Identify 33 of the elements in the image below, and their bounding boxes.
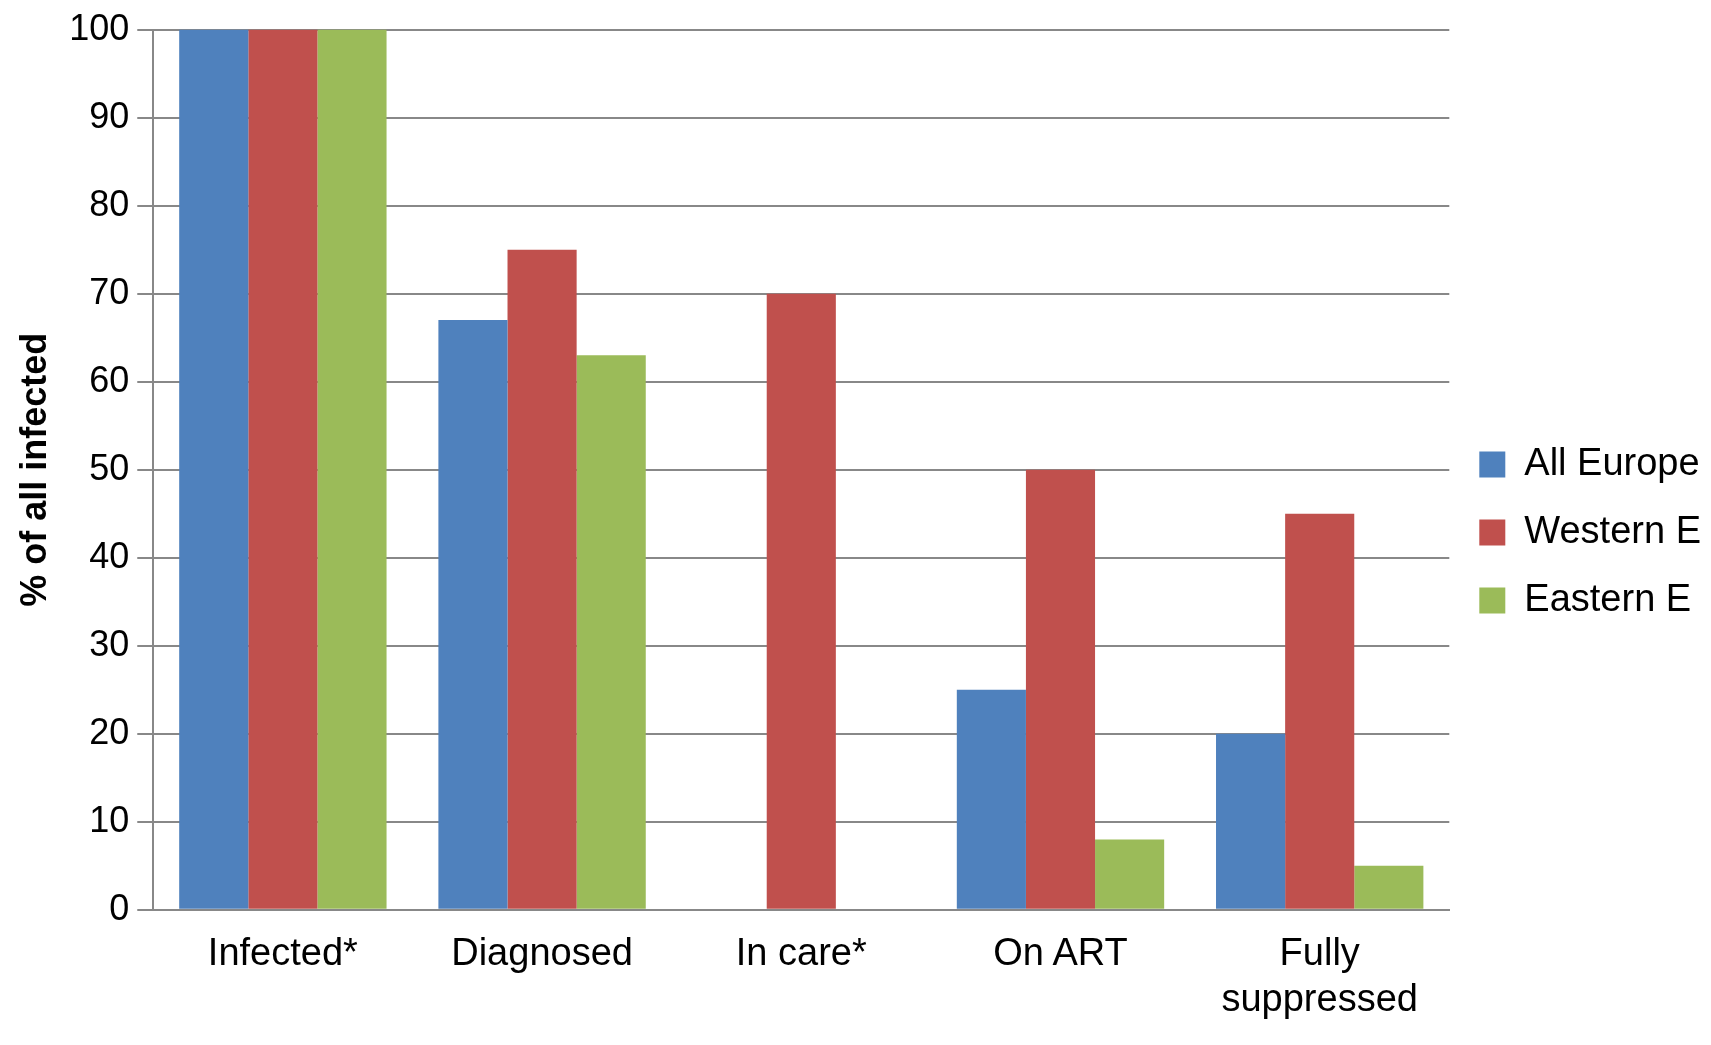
y-tick-label: 30 bbox=[89, 622, 130, 664]
bar bbox=[317, 29, 387, 909]
y-tick-label: 70 bbox=[89, 270, 130, 312]
legend-label: All Europe bbox=[1524, 440, 1700, 483]
legend-label: Western E bbox=[1524, 508, 1702, 551]
x-tick-label: In care* bbox=[735, 931, 867, 974]
bar bbox=[956, 689, 1026, 909]
y-tick-label: 10 bbox=[89, 798, 130, 840]
y-tick-label: 50 bbox=[89, 446, 130, 488]
y-tick-label: 20 bbox=[89, 710, 130, 752]
bar bbox=[1285, 513, 1355, 909]
y-tick-label: 80 bbox=[89, 182, 130, 224]
x-tick-label: Infected* bbox=[207, 931, 359, 974]
x-tick-label: Diagnosed bbox=[451, 931, 633, 974]
legend-label: Eastern E bbox=[1524, 576, 1692, 619]
bar bbox=[1095, 839, 1165, 909]
bar bbox=[507, 249, 577, 909]
bar bbox=[438, 320, 508, 909]
y-tick-label: 40 bbox=[89, 534, 130, 576]
bar bbox=[1216, 733, 1286, 909]
bar bbox=[179, 29, 249, 909]
bar bbox=[766, 293, 836, 909]
y-tick-label: 0 bbox=[109, 886, 130, 928]
bar bbox=[248, 29, 318, 909]
y-tick-label: 60 bbox=[89, 358, 130, 400]
x-tick-label: Fully suppressed bbox=[1221, 931, 1418, 1019]
x-tick-label: On ART bbox=[993, 931, 1128, 974]
bar bbox=[1025, 469, 1096, 909]
y-tick-label: 100 bbox=[69, 6, 130, 48]
bar bbox=[1354, 865, 1424, 909]
y-tick-label: 90 bbox=[89, 94, 130, 136]
bar bbox=[576, 355, 646, 909]
y-axis-title: % of all infected bbox=[12, 332, 54, 607]
